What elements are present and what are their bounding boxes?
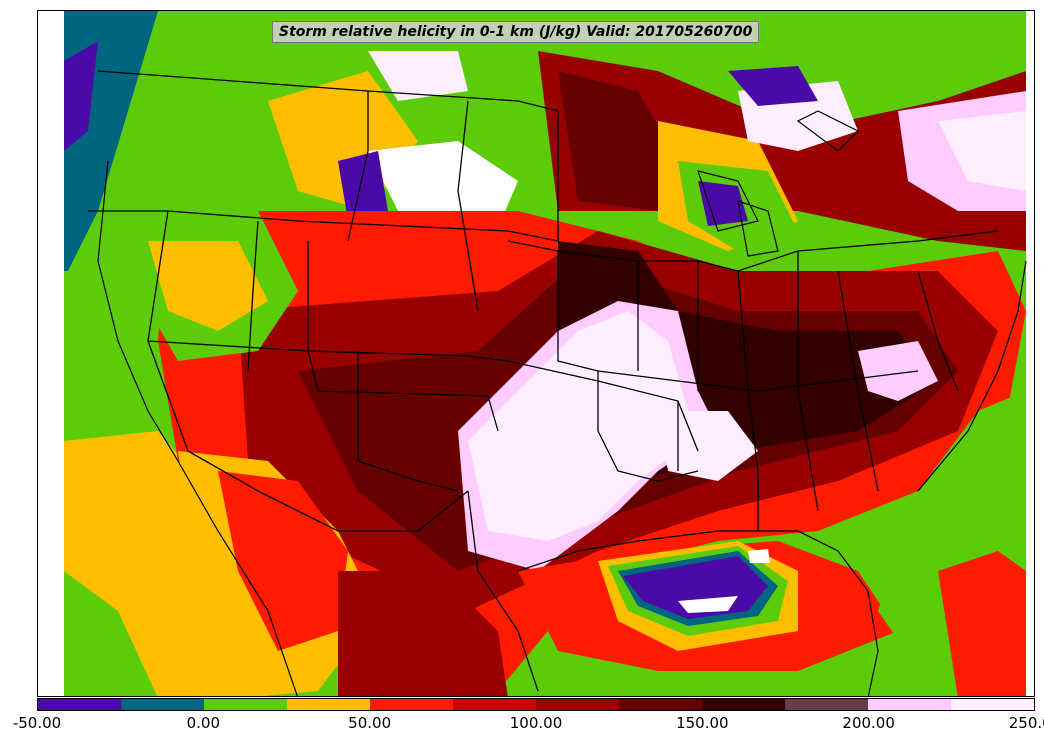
field-pacific-green (64, 571, 158, 696)
field-midwest-maroon (558, 71, 678, 211)
colorbar-segment (619, 699, 702, 710)
colorbar-tick-label: 50.00 (348, 714, 392, 732)
colorbar-segment (536, 699, 619, 710)
colorbar-ticks: -50.00 0.00 50.00 100.00 150.00 200.00 250.00 (0, 714, 1044, 736)
field-pacific-purple (64, 41, 98, 151)
colorbar-tick-label: 250.00 (1008, 714, 1044, 732)
colorbar-segment (702, 699, 785, 710)
colorbar-segment (370, 699, 453, 710)
coastlines (97, 110, 1027, 696)
field-southern-white-east (658, 411, 758, 481)
field-gulf-white-2 (748, 549, 770, 563)
colorbar-tick-label: 0.00 (186, 714, 221, 732)
colorbar-tick-label: -50.00 (12, 714, 62, 732)
colorbar-segment (785, 699, 868, 710)
field-dakotas-purple (338, 151, 388, 221)
helicity-map (64, 11, 1027, 696)
colorbar-tick-label: 100.00 (509, 714, 563, 732)
field-rockies-orange (148, 241, 268, 331)
field-canada-purple (728, 66, 818, 106)
colorbar-segment (951, 699, 1034, 710)
field-southwest-red (218, 471, 348, 651)
field-mexico-mixed (338, 571, 508, 696)
field-southeast-white (858, 341, 938, 401)
field-greatlakes-purple (698, 181, 748, 226)
colorbar-segment (453, 699, 536, 710)
map-title: Storm relative helicity in 0-1 km (J/kg)… (272, 21, 760, 43)
field-northeast-white (938, 111, 1026, 191)
colorbar-tick-label: 200.00 (842, 714, 895, 732)
state-borders (88, 70, 999, 692)
colorbar-segment (287, 699, 370, 710)
colorbar-segment (121, 699, 204, 710)
colorbar-segment (204, 699, 287, 710)
colorbar-tick-label: 150.00 (676, 714, 729, 732)
colorbar-segment (868, 699, 951, 710)
colorbar (37, 698, 1035, 711)
field-atlantic-red (938, 551, 1026, 696)
field-gulf-white (678, 596, 738, 613)
field-southern-white (468, 311, 688, 541)
field-dakota-white (368, 51, 468, 101)
colorbar-segment (38, 699, 121, 710)
map-panel (37, 10, 1035, 697)
